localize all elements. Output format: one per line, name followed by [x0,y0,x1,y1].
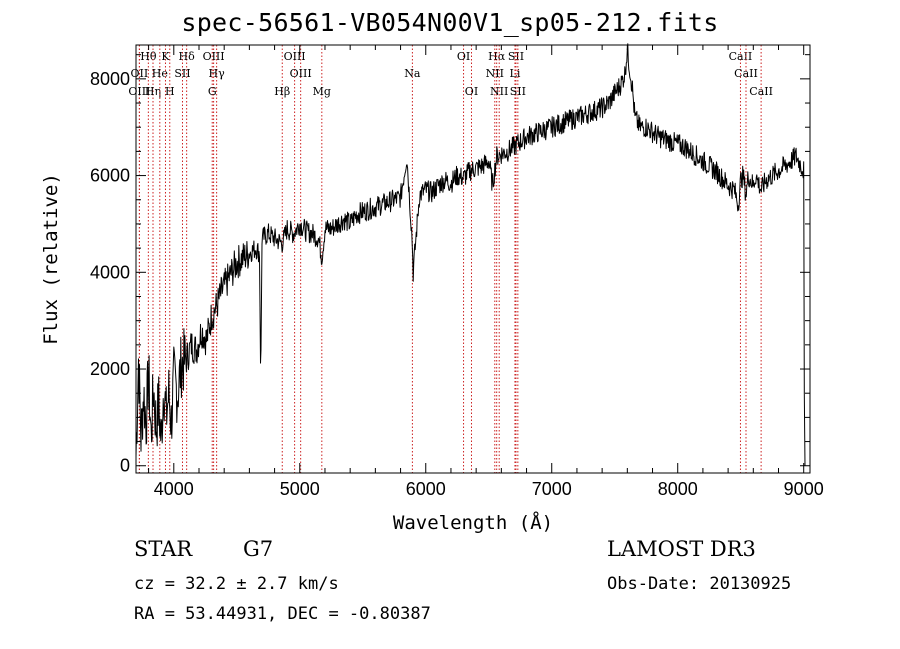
line-marker-label: CaII [734,67,758,80]
line-marker-label: Na [404,67,421,80]
axes-frame [135,44,811,474]
object-class: STAR [134,537,193,561]
line-marker-label: OIII [290,67,312,80]
object-subclass: G7 [243,537,274,561]
line-marker-label: SII [508,50,524,63]
y-tick-label: 6000 [90,166,130,186]
line-marker-label: OI [465,85,478,98]
line-marker-label: OIII [203,50,225,63]
line-marker-label: NII [486,67,504,80]
line-marker-label: Mg [313,85,331,98]
line-marker-label: G [208,85,217,98]
line-marker-label: He [152,67,168,80]
line-marker-label: CaII [729,50,753,63]
line-marker-label: CaII [749,85,773,98]
y-tick-label: 4000 [90,262,130,282]
x-axis-label: Wavelength (Å) [393,511,553,534]
survey-name: LAMOST DR3 [607,537,756,561]
redshift-value: cz = 32.2 ± 2.7 km/s [134,574,339,594]
x-tick-label: 8000 [658,479,698,499]
x-tick-label: 7000 [532,479,572,499]
y-tick-label: 2000 [90,359,130,379]
line-marker-label: OI [457,50,470,63]
y-tick-label: 0 [120,456,130,476]
axis-labels: 4000 5000 6000 7000 8000 9000 0 2000 4000 6000 800… [40,69,824,534]
y-tick-label: 8000 [90,69,130,89]
line-marker-label: NII [490,85,508,98]
line-marker-label: OIII [284,50,306,63]
line-marker-label: Li [510,67,521,80]
x-tick-label: 5000 [280,479,320,499]
line-marker-label: Hδ [179,50,196,63]
line-marker-label: Hγ [209,67,226,80]
spectrum-line [135,43,806,466]
axis-ticks [136,45,810,473]
line-marker-label: Hα [488,50,506,63]
line-marker-label: H [165,85,175,98]
x-tick-label: 6000 [406,479,446,499]
x-tick-label: 9000 [784,479,824,499]
x-tick-label: 4000 [154,479,194,499]
chart-title: spec-56561-VB054N00V1_sp05-212.fits [181,8,719,37]
ra-dec: RA = 53.44931, DEC = -0.80387 [134,604,431,624]
line-marker-label: Hβ [274,85,290,98]
line-marker-label: K [161,50,170,63]
line-marker-label: Hθ [140,50,157,63]
spectrum-series [135,43,806,466]
line-marker-label: SII [510,85,526,98]
y-axis-label: Flux (relative) [40,173,62,345]
line-marker-label: SII [174,67,190,80]
line-marker-label: OIII [128,85,150,98]
obs-date: Obs-Date: 20130925 [607,574,792,594]
line-marker-label: Hη [145,85,161,98]
